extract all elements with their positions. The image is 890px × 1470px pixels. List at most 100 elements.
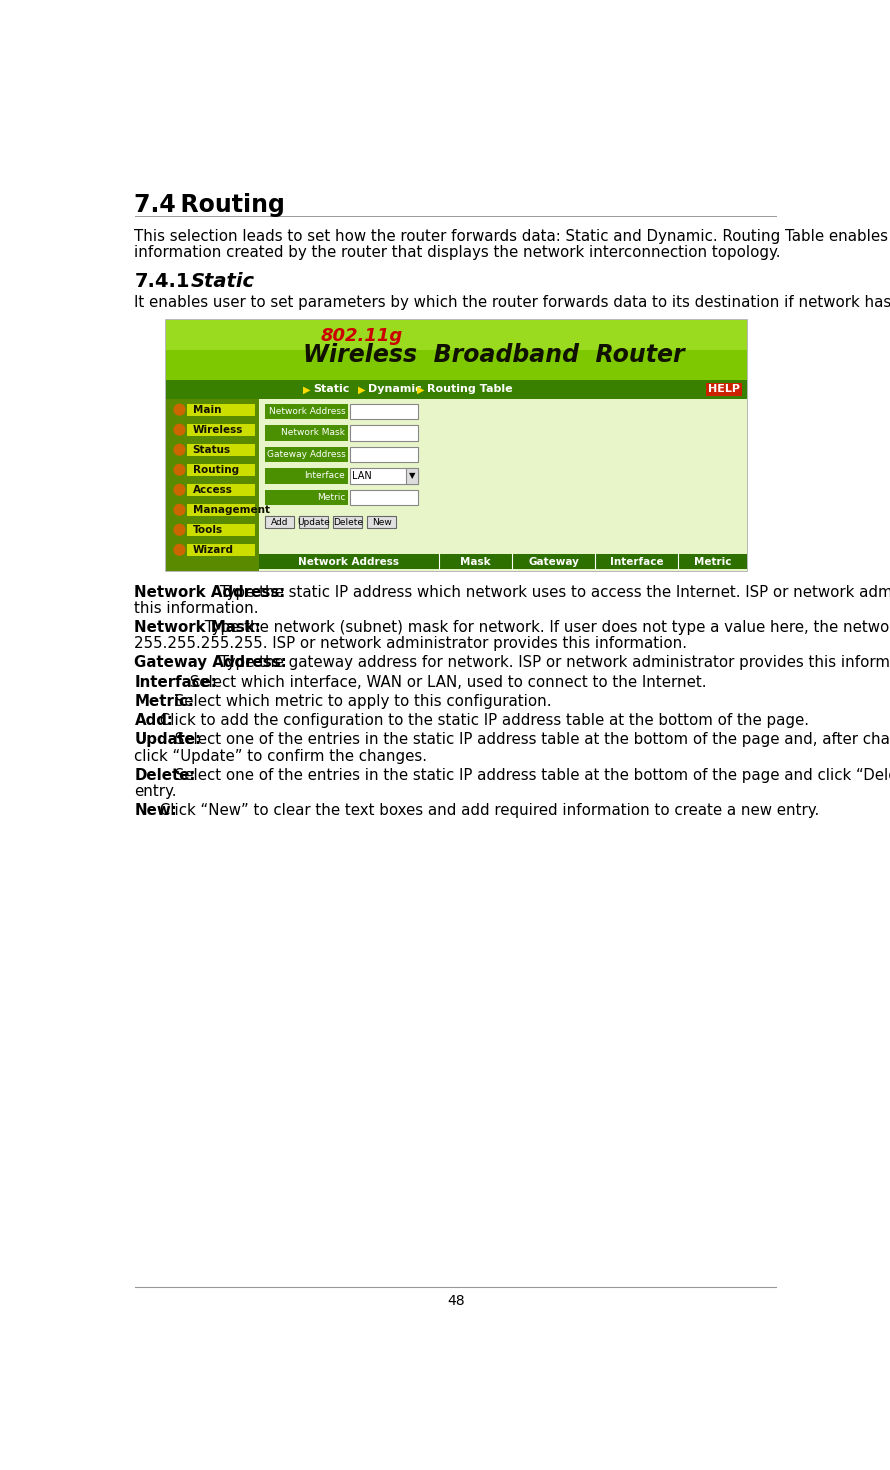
- Text: Routing Table: Routing Table: [427, 384, 513, 394]
- Circle shape: [174, 504, 185, 514]
- Bar: [258, 554, 747, 569]
- Bar: [187, 525, 255, 537]
- Text: 255.255.255.255. ISP or network administrator provides this information.: 255.255.255.255. ISP or network administ…: [134, 637, 687, 651]
- Text: Type the network (subnet) mask for network. If user does not type a value here, : Type the network (subnet) mask for netwo…: [199, 620, 890, 635]
- Text: ▼: ▼: [409, 472, 416, 481]
- Text: This selection leads to set how the router forwards data: Static and Dynamic. Ro: This selection leads to set how the rout…: [134, 229, 890, 244]
- Bar: [187, 485, 255, 495]
- Text: Type the gateway address for network. ISP or network administrator provides this: Type the gateway address for network. IS…: [214, 656, 890, 670]
- Circle shape: [174, 465, 185, 475]
- Text: Network Address:: Network Address:: [134, 585, 286, 600]
- Bar: [166, 320, 747, 350]
- Text: 7.4 Routing: 7.4 Routing: [134, 194, 286, 218]
- Text: Routing: Routing: [192, 465, 239, 475]
- Bar: [333, 516, 362, 528]
- Text: Select one of the entries in the static IP address table at the bottom of the pa: Select one of the entries in the static …: [170, 767, 890, 782]
- Bar: [264, 425, 348, 441]
- Bar: [264, 447, 348, 462]
- Text: Metric: Metric: [317, 492, 345, 501]
- Text: Mask: Mask: [460, 557, 491, 567]
- Text: Network Mask: Network Mask: [281, 428, 345, 437]
- Text: 7.4.1: 7.4.1: [134, 272, 190, 291]
- Bar: [166, 320, 747, 570]
- Text: Static: Static: [313, 384, 350, 394]
- Bar: [264, 516, 295, 528]
- Text: New: New: [372, 519, 392, 528]
- Text: Access: Access: [192, 485, 232, 495]
- Bar: [166, 398, 258, 570]
- Text: 802.11g: 802.11g: [320, 326, 403, 344]
- Text: Interface: Interface: [304, 472, 345, 481]
- Text: Wireless  Broadband  Router: Wireless Broadband Router: [303, 344, 685, 368]
- Text: ▶: ▶: [417, 384, 425, 394]
- Text: Metric: Metric: [694, 557, 732, 567]
- Text: Update:: Update:: [134, 732, 201, 747]
- Text: It enables user to set parameters by which the router forwards data to its desti: It enables user to set parameters by whi…: [134, 295, 890, 310]
- Bar: [187, 404, 255, 416]
- Circle shape: [174, 444, 185, 456]
- Bar: [350, 404, 418, 419]
- Text: Delete:: Delete:: [134, 767, 196, 782]
- Text: Network Mask:: Network Mask:: [134, 620, 262, 635]
- Text: Select which interface, WAN or LAN, used to connect to the Internet.: Select which interface, WAN or LAN, used…: [185, 675, 707, 689]
- Text: Interface: Interface: [610, 557, 664, 567]
- Text: Select one of the entries in the static IP address table at the bottom of the pa: Select one of the entries in the static …: [170, 732, 890, 747]
- Bar: [187, 465, 255, 476]
- Text: Gateway: Gateway: [529, 557, 579, 567]
- Circle shape: [174, 544, 185, 556]
- Text: Update: Update: [297, 519, 330, 528]
- Circle shape: [174, 404, 185, 415]
- Text: entry.: entry.: [134, 784, 177, 798]
- Bar: [350, 425, 418, 441]
- Bar: [264, 469, 348, 484]
- Text: Add: Add: [271, 519, 288, 528]
- Bar: [406, 469, 418, 484]
- Bar: [187, 504, 255, 516]
- Text: Management: Management: [192, 506, 270, 514]
- Text: information created by the router that displays the network interconnection topo: information created by the router that d…: [134, 245, 781, 260]
- Text: Status: Status: [192, 445, 231, 456]
- Bar: [707, 382, 742, 395]
- Bar: [166, 381, 747, 398]
- Circle shape: [174, 425, 185, 435]
- Circle shape: [174, 485, 185, 495]
- Text: Click “New” to clear the text boxes and add required information to create a new: Click “New” to clear the text boxes and …: [155, 803, 819, 819]
- Text: ▶: ▶: [303, 384, 311, 394]
- Bar: [166, 398, 747, 570]
- Text: Wireless: Wireless: [192, 425, 243, 435]
- Text: New:: New:: [134, 803, 177, 819]
- Bar: [367, 516, 396, 528]
- Text: Dynamic: Dynamic: [368, 384, 422, 394]
- Text: ▶: ▶: [358, 384, 365, 394]
- Bar: [187, 444, 255, 456]
- Text: Static: Static: [190, 272, 255, 291]
- Text: Wizard: Wizard: [192, 545, 233, 556]
- Text: click “Update” to confirm the changes.: click “Update” to confirm the changes.: [134, 748, 427, 763]
- Text: Add:: Add:: [134, 713, 174, 728]
- Text: Click to add the configuration to the static IP address table at the bottom of t: Click to add the configuration to the st…: [155, 713, 809, 728]
- Bar: [166, 320, 747, 381]
- Text: Select which metric to apply to this configuration.: Select which metric to apply to this con…: [170, 694, 551, 709]
- Bar: [187, 425, 255, 437]
- Circle shape: [174, 525, 185, 535]
- Text: Delete: Delete: [333, 519, 362, 528]
- Text: LAN: LAN: [352, 472, 372, 481]
- Text: Tools: Tools: [192, 525, 222, 535]
- Bar: [187, 544, 255, 556]
- Bar: [264, 490, 348, 506]
- Text: Metric:: Metric:: [134, 694, 194, 709]
- Text: Main: Main: [192, 406, 221, 415]
- Bar: [299, 516, 328, 528]
- Text: HELP: HELP: [708, 384, 740, 394]
- Text: Network Address: Network Address: [298, 557, 400, 567]
- Text: Gateway Address: Gateway Address: [266, 450, 345, 459]
- Text: Network Address: Network Address: [269, 407, 345, 416]
- Text: 48: 48: [448, 1295, 465, 1308]
- Bar: [350, 447, 418, 462]
- Text: Interface:: Interface:: [134, 675, 217, 689]
- Bar: [350, 469, 418, 484]
- Bar: [264, 404, 348, 419]
- Text: Gateway Address:: Gateway Address:: [134, 656, 287, 670]
- Bar: [350, 490, 418, 506]
- Text: this information.: this information.: [134, 601, 259, 616]
